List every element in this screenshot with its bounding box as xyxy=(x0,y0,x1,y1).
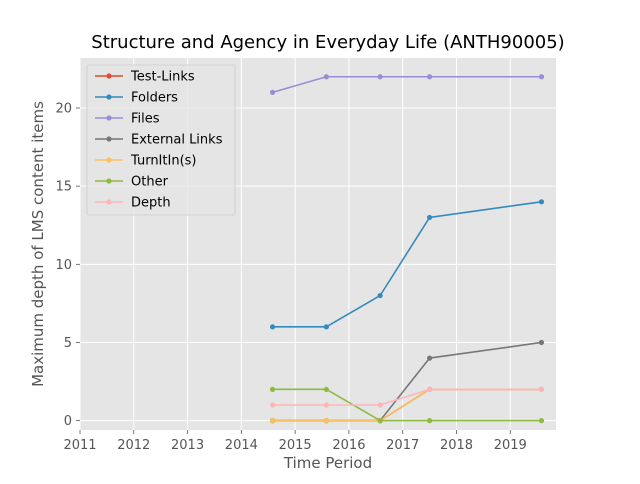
data-point-files xyxy=(377,74,383,80)
legend-item-test-links: Test-Links xyxy=(95,70,195,85)
legend-swatch-marker xyxy=(106,115,112,121)
legend-label: Folders xyxy=(131,91,178,106)
data-point-depth xyxy=(323,402,329,408)
x-tick-label: 2015 xyxy=(279,438,312,453)
x-axis-label: Time Period xyxy=(283,454,372,472)
data-point-folders xyxy=(269,324,276,330)
data-point-depth xyxy=(377,402,383,408)
series-files xyxy=(269,74,545,95)
legend-label: External Links xyxy=(131,133,223,148)
data-point-external-links xyxy=(538,339,545,346)
legend-box xyxy=(86,64,236,216)
legend-label: Depth xyxy=(131,196,171,211)
legend-label: Files xyxy=(131,112,160,127)
legend-swatch-marker xyxy=(106,94,112,100)
legend-item-external-links: External Links xyxy=(95,133,223,148)
x-tick-label: 2014 xyxy=(225,438,258,453)
data-point-files xyxy=(538,74,545,80)
legend-item-folders: Folders xyxy=(95,91,178,106)
data-point-depth xyxy=(427,386,433,392)
data-point-folders xyxy=(427,214,433,221)
x-tick-label: 2019 xyxy=(494,438,527,453)
series-other xyxy=(269,386,545,424)
legend-swatch-marker xyxy=(106,178,112,184)
data-point-files xyxy=(427,74,433,80)
legend-item-files: Files xyxy=(95,112,160,127)
data-point-folders xyxy=(377,292,383,299)
x-tick-label: 2018 xyxy=(440,438,473,453)
series-group xyxy=(269,74,545,424)
y-tick-label: 5 xyxy=(64,336,72,351)
legend-item-depth: Depth xyxy=(95,196,171,211)
x-tick-label: 2017 xyxy=(386,438,419,453)
data-point-turnitin-s xyxy=(269,418,276,424)
data-point-other xyxy=(427,418,433,424)
data-point-other xyxy=(538,418,545,424)
x-tick-label: 2012 xyxy=(117,438,150,453)
data-point-depth xyxy=(538,386,545,392)
legend-label: Other xyxy=(131,175,169,190)
data-point-turnitin-s xyxy=(323,418,329,424)
legend-swatch-marker xyxy=(106,199,112,205)
legend-swatch-marker xyxy=(106,136,112,142)
data-point-files xyxy=(269,89,276,95)
data-point-folders xyxy=(323,324,329,330)
legend-swatch-marker xyxy=(106,157,112,163)
data-point-other xyxy=(323,386,329,392)
x-tick-label: 2011 xyxy=(63,438,96,453)
data-point-external-links xyxy=(427,355,433,361)
legend-item-turnitin-s: TurnItIn(s) xyxy=(95,154,196,169)
x-tick-label: 2013 xyxy=(171,438,204,453)
legend-swatch-marker xyxy=(106,73,112,79)
y-tick-label: 0 xyxy=(64,414,72,429)
legend-label: TurnItIn(s) xyxy=(130,154,196,169)
data-point-files xyxy=(323,74,329,80)
y-tick-label: 20 xyxy=(55,102,72,117)
x-tick-label: 2016 xyxy=(332,438,365,453)
data-point-folders xyxy=(538,199,545,205)
legend: Test-Links Folders Files External Links Turn… xyxy=(86,64,236,216)
legend-label: Test-Links xyxy=(130,70,195,85)
y-tick-label: 15 xyxy=(55,180,72,195)
chart-title: Structure and Agency in Everyday Life (A… xyxy=(91,32,564,53)
y-tick-label: 10 xyxy=(55,258,72,273)
data-point-depth xyxy=(269,402,276,408)
y-axis-label: Maximum depth of LMS content items xyxy=(29,101,47,387)
legend-item-other: Other xyxy=(95,175,169,190)
series-folders xyxy=(269,199,545,330)
series-depth xyxy=(269,386,545,408)
data-point-other xyxy=(269,386,276,392)
x-tick-labels: 2011 2012 2013 2014 2015 2016 2017 2018 2019 xyxy=(63,430,527,453)
data-point-other xyxy=(377,418,383,424)
y-tick-labels: 0 5 10 15 20 xyxy=(55,102,80,429)
